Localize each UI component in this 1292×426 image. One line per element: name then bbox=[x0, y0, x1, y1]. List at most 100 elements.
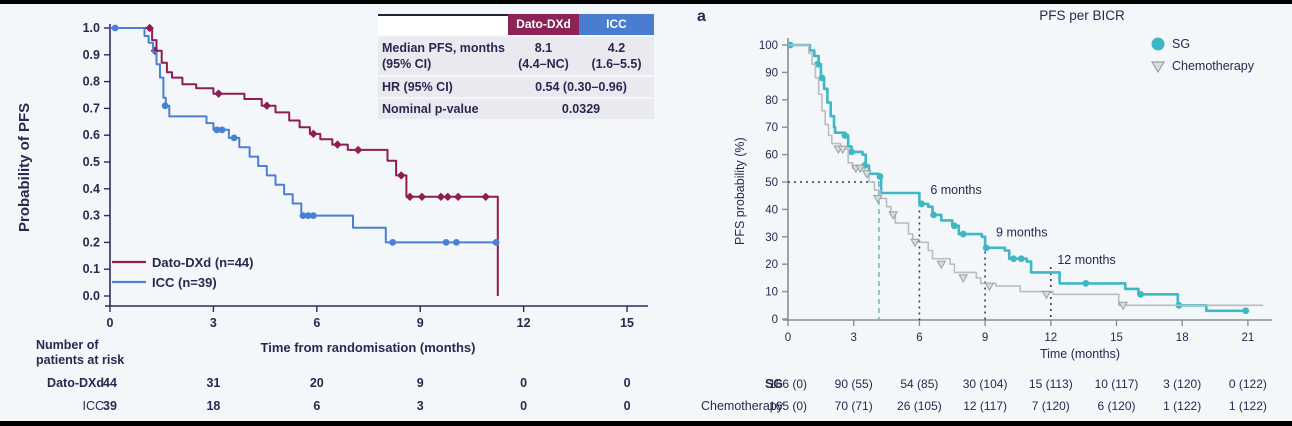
stats-header-icc: ICC bbox=[579, 14, 654, 35]
svg-text:0.2: 0.2 bbox=[83, 235, 100, 249]
left-legend-dato-label: Dato-DXd (n=44) bbox=[152, 255, 254, 270]
svg-text:21: 21 bbox=[1242, 332, 1255, 344]
svg-text:3: 3 bbox=[850, 332, 856, 344]
risk-value: 166 (0) bbox=[768, 377, 808, 391]
risk-value: 12 (117) bbox=[963, 399, 1007, 413]
right-y-axis-title: PFS probability (%) bbox=[733, 137, 747, 245]
left-legend-icc-label: ICC (n=39) bbox=[152, 275, 217, 290]
risk-value: 54 (85) bbox=[900, 377, 939, 391]
svg-text:6 months: 6 months bbox=[930, 183, 981, 197]
panel-label-a: a bbox=[697, 8, 706, 25]
risk-value: 20 bbox=[309, 376, 324, 390]
svg-text:0.3: 0.3 bbox=[83, 209, 100, 223]
svg-text:6: 6 bbox=[916, 332, 922, 344]
svg-text:0: 0 bbox=[772, 314, 778, 326]
stats-table-header: Dato-DXd ICC bbox=[378, 14, 654, 35]
svg-text:0.4: 0.4 bbox=[83, 182, 100, 196]
svg-text:0: 0 bbox=[785, 332, 791, 344]
risk-value: 0 (122) bbox=[1228, 377, 1267, 391]
svg-text:0.5: 0.5 bbox=[83, 155, 100, 169]
svg-text:0.6: 0.6 bbox=[83, 128, 100, 142]
right-legend-chemo-label: Chemotherapy bbox=[1172, 59, 1254, 73]
risk-value: 9 bbox=[416, 376, 424, 390]
risk-value: 39 bbox=[103, 399, 117, 413]
svg-text:30: 30 bbox=[765, 232, 778, 244]
letterbox-bottom bbox=[0, 421, 1292, 426]
svg-text:90: 90 bbox=[765, 67, 778, 79]
hr-value: 0.54 (0.30–0.96) bbox=[535, 80, 627, 94]
svg-text:3: 3 bbox=[210, 316, 217, 330]
svg-text:0: 0 bbox=[107, 316, 114, 330]
median-icc-value: 4.2 bbox=[607, 41, 626, 55]
svg-text:12: 12 bbox=[517, 316, 531, 330]
letterbox-top bbox=[0, 0, 1292, 4]
stats-row-pvalue: Nominal p-value 0.0329 bbox=[378, 99, 654, 119]
stats-row-hr: HR (95% CI) 0.54 (0.30–0.96) bbox=[378, 77, 654, 97]
svg-text:0.9: 0.9 bbox=[83, 48, 100, 62]
right-legend-sg-label: SG bbox=[1172, 37, 1191, 51]
risk-row-label: ICC bbox=[82, 399, 104, 413]
svg-text:50: 50 bbox=[765, 177, 778, 189]
risk-value: 26 (105) bbox=[897, 399, 942, 413]
svg-text:9 months: 9 months bbox=[996, 226, 1047, 240]
svg-text:6: 6 bbox=[313, 316, 320, 330]
median-label-line2: (95% CI) bbox=[382, 57, 432, 71]
right-x-axis-title: Time (months) bbox=[1039, 347, 1121, 361]
risk-value: 44 bbox=[103, 376, 117, 390]
left-y-axis-title: Probability of PFS bbox=[16, 102, 33, 232]
pvalue-value: 0.0329 bbox=[561, 102, 601, 116]
svg-text:40: 40 bbox=[765, 204, 778, 216]
risk-value: 7 (120) bbox=[1031, 399, 1070, 413]
svg-text:12: 12 bbox=[1044, 332, 1057, 344]
svg-text:1.0: 1.0 bbox=[83, 21, 100, 35]
median-label-line1: Median PFS, months bbox=[382, 41, 505, 55]
risk-value: 30 (104) bbox=[962, 377, 1008, 391]
svg-text:0.0: 0.0 bbox=[83, 289, 100, 303]
left-x-axis-title: Time from randomisation (months) bbox=[260, 340, 476, 355]
risk-value: 1 (122) bbox=[1228, 399, 1267, 413]
right-chart-title: PFS per BICR bbox=[1039, 8, 1125, 23]
svg-text:9: 9 bbox=[982, 332, 988, 344]
stats-header-empty-cell bbox=[378, 14, 508, 35]
pvalue-label: Nominal p-value bbox=[382, 102, 479, 116]
risk-value: 0 bbox=[623, 399, 631, 413]
svg-text:60: 60 bbox=[765, 150, 778, 162]
risk-row-label: Chemotherapy bbox=[701, 399, 783, 413]
svg-text:0.8: 0.8 bbox=[83, 75, 100, 89]
svg-text:0.7: 0.7 bbox=[83, 101, 100, 115]
stats-row-median: Median PFS, months (95% CI) 8.1 (4.4–NC)… bbox=[378, 37, 654, 75]
median-dato-value: 8.1 bbox=[534, 41, 553, 55]
svg-text:80: 80 bbox=[765, 95, 778, 107]
svg-text:100: 100 bbox=[759, 40, 778, 52]
risk-value: 0 bbox=[520, 399, 528, 413]
svg-text:0.1: 0.1 bbox=[83, 262, 100, 276]
stats-inset-table: Dato-DXd ICC Median PFS, months (95% CI)… bbox=[378, 14, 654, 119]
risk-value: 3 (120) bbox=[1163, 377, 1202, 391]
risk-value: 165 (0) bbox=[768, 399, 808, 413]
svg-text:12 months: 12 months bbox=[1057, 253, 1115, 267]
left-risk-table-header: Number of patients at risk bbox=[36, 338, 125, 367]
median-icc-ci: (1.6–5.5) bbox=[591, 57, 642, 71]
risk-value: 6 bbox=[313, 399, 321, 413]
svg-text:18: 18 bbox=[1176, 332, 1189, 344]
risk-row-label: Dato-DXd bbox=[47, 376, 104, 390]
risk-value: 1 (122) bbox=[1163, 399, 1202, 413]
risk-value: 0 bbox=[520, 376, 528, 390]
risk-value: 0 bbox=[623, 376, 631, 390]
risk-value: 10 (117) bbox=[1094, 377, 1139, 391]
stats-header-dato: Dato-DXd bbox=[508, 14, 579, 35]
risk-value: 31 bbox=[206, 376, 221, 390]
risk-value: 90 (55) bbox=[834, 377, 873, 391]
risk-value: 15 (113) bbox=[1028, 377, 1073, 391]
median-dato-ci: (4.4–NC) bbox=[518, 57, 569, 71]
svg-text:10: 10 bbox=[765, 287, 778, 299]
hr-label: HR (95% CI) bbox=[382, 80, 453, 94]
svg-text:15: 15 bbox=[1110, 332, 1123, 344]
svg-text:15: 15 bbox=[620, 316, 634, 330]
risk-value: 3 bbox=[416, 399, 424, 413]
risk-value: 6 (120) bbox=[1097, 399, 1136, 413]
risk-value: 70 (71) bbox=[834, 399, 873, 413]
svg-text:9: 9 bbox=[417, 316, 424, 330]
